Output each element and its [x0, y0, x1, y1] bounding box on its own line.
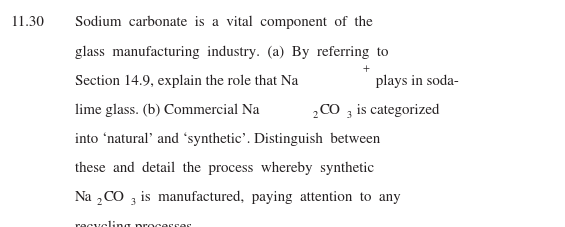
Text: 11.30: 11.30	[10, 16, 44, 29]
Text: +: +	[363, 63, 370, 73]
Text: these  and  detail  the  process  whereby  synthetic: these and detail the process whereby syn…	[75, 161, 374, 175]
Text: 2: 2	[312, 109, 318, 119]
Text: CO: CO	[319, 103, 340, 116]
Text: recycling processes.: recycling processes.	[75, 219, 195, 227]
Text: Section 14.9, explain the role that Na: Section 14.9, explain the role that Na	[75, 74, 298, 87]
Text: 3: 3	[346, 109, 351, 119]
Text: 3: 3	[131, 197, 136, 206]
Text: is categorized: is categorized	[353, 103, 439, 116]
Text: 2: 2	[97, 197, 102, 206]
Text: Sodium  carbonate  is  a  vital  component  of  the: Sodium carbonate is a vital component of…	[75, 16, 372, 29]
Text: is  manufactured,  paying  attention  to  any: is manufactured, paying attention to any	[137, 190, 401, 204]
Text: plays in soda-: plays in soda-	[372, 74, 458, 87]
Text: lime glass. (b) Commercial Na: lime glass. (b) Commercial Na	[75, 103, 259, 116]
Text: into ‘natural’ and ‘synthetic’. Distinguish  between: into ‘natural’ and ‘synthetic’. Distingu…	[75, 132, 380, 146]
Text: Na: Na	[75, 190, 92, 204]
Text: CO: CO	[104, 190, 125, 204]
Text: glass  manufacturing  industry.  (a)  By  referring  to: glass manufacturing industry. (a) By ref…	[75, 45, 388, 58]
